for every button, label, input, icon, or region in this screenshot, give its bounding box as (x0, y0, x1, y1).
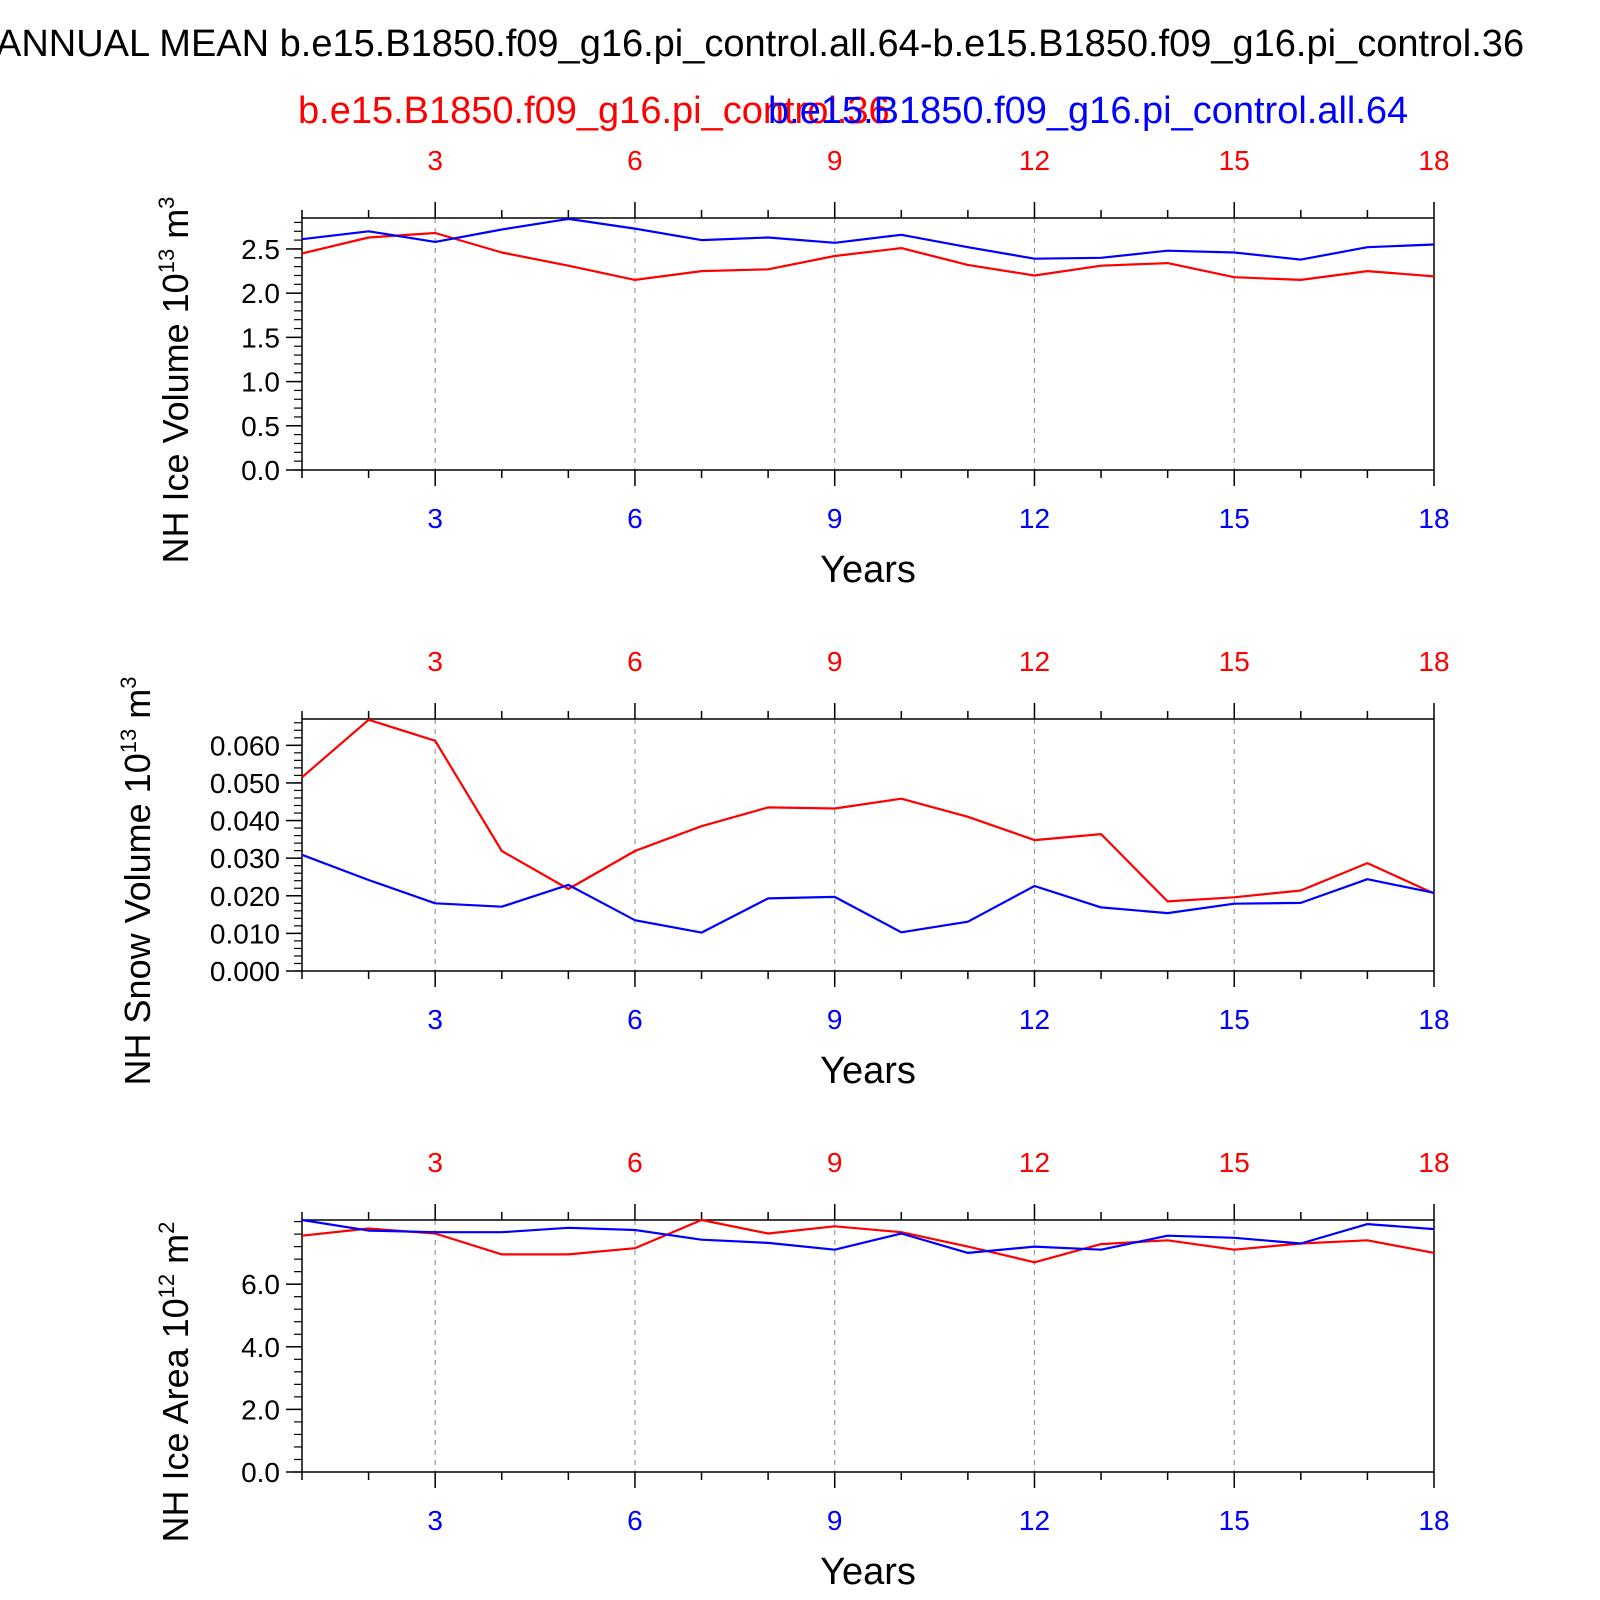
x-tick-label-bottom: 12 (1019, 503, 1050, 534)
x-tick-label-top: 15 (1219, 646, 1250, 677)
x-tick-label-bottom: 3 (427, 1505, 443, 1536)
plot-frame (301, 718, 1435, 972)
y-tick-label: 1.0 (241, 367, 280, 398)
x-tick-label-bottom: 15 (1219, 1505, 1250, 1536)
x-tick-label-top: 6 (627, 646, 643, 677)
series-line-red (301, 718, 1435, 903)
y-tick-label: 0.030 (210, 843, 280, 874)
y-tick-label: 0.040 (210, 806, 280, 837)
x-axis-label: Years (820, 549, 916, 591)
y-tick-label: 2.0 (241, 278, 280, 309)
x-tick-label-bottom: 6 (627, 1505, 643, 1536)
x-tick-label-top: 9 (827, 646, 843, 677)
x-axis-label: Years (820, 1050, 916, 1092)
plot-frame (301, 217, 1435, 471)
x-tick-label-top: 15 (1219, 145, 1250, 176)
x-tick-label-bottom: 6 (627, 503, 643, 534)
panel-3: 3 3 6 6 9 9 12 12 15 15 18 18 0.0 2.0 4.0 6.0 NH Ice Are… (154, 1147, 1450, 1593)
y-tick-label: 0.050 (210, 768, 280, 799)
y-axis-label-exponent: 13 (116, 729, 141, 753)
x-tick-label-bottom: 18 (1418, 1505, 1449, 1536)
x-tick-label-bottom: 9 (827, 503, 843, 534)
plot-frame (301, 1219, 1435, 1473)
x-tick-label-bottom: 6 (627, 1004, 643, 1035)
y-axis-label-unit: m (117, 689, 158, 729)
panel-1: 3 3 6 6 9 9 12 12 15 15 18 18 0.0 0.5 1.0 1.5 2.0 2.5 NH I… (154, 145, 1450, 591)
x-tick-label-top: 3 (427, 145, 443, 176)
x-tick-label-top: 6 (627, 145, 643, 176)
y-tick-label: 0.000 (210, 956, 280, 987)
y-axis-label-main: NH Ice Area 10 (155, 1298, 196, 1542)
series-line-blue (301, 1218, 1435, 1255)
x-tick-label-top: 12 (1019, 646, 1050, 677)
y-axis-label-main: NH Snow Volume 10 (117, 753, 158, 1085)
y-tick-label: 1.5 (241, 322, 280, 353)
y-axis-label-unit-exponent: 3 (116, 677, 141, 689)
x-tick-label-bottom: 15 (1219, 1004, 1250, 1035)
y-tick-label: 0.010 (210, 918, 280, 949)
y-tick-label: 0.060 (210, 730, 280, 761)
y-axis-label-unit-exponent: 3 (154, 197, 179, 209)
x-tick-label-top: 18 (1418, 1147, 1449, 1178)
y-tick-label: 4.0 (241, 1332, 280, 1363)
x-tick-label-top: 3 (427, 646, 443, 677)
y-axis-label: NH Ice Area 1012 m2 (154, 1222, 196, 1543)
x-tick-label-top: 9 (827, 145, 843, 176)
x-tick-label-top: 12 (1019, 145, 1050, 176)
x-tick-label-bottom: 12 (1019, 1004, 1050, 1035)
series-line-red (301, 1218, 1435, 1264)
panel-2: 3 3 6 6 9 9 12 12 15 15 18 18 0.000 0.010 0.020 0.030 0.… (116, 646, 1450, 1092)
x-tick-label-bottom: 3 (427, 503, 443, 534)
series-line-blue (301, 853, 1435, 934)
x-tick-label-top: 6 (627, 1147, 643, 1178)
y-axis-label-unit: m (155, 1234, 196, 1274)
series-line-red (301, 231, 1435, 281)
x-tick-label-bottom: 9 (827, 1505, 843, 1536)
y-axis-label: NH Snow Volume 1013 m3 (116, 677, 158, 1086)
x-tick-label-top: 18 (1418, 646, 1449, 677)
x-tick-label-top: 12 (1019, 1147, 1050, 1178)
x-tick-label-top: 3 (427, 1147, 443, 1178)
x-tick-label-top: 18 (1418, 145, 1449, 176)
y-axis-label-main: NH Ice Volume 10 (155, 273, 196, 563)
figure-title: ANNUAL MEAN b.e15.B1850.f09_g16.pi_contr… (0, 23, 1524, 65)
x-tick-label-bottom: 18 (1418, 503, 1449, 534)
y-tick-label: 2.5 (241, 234, 280, 265)
x-tick-label-bottom: 18 (1418, 1004, 1449, 1035)
x-tick-label-bottom: 3 (427, 1004, 443, 1035)
x-tick-label-bottom: 15 (1219, 503, 1250, 534)
y-axis-label-exponent: 12 (154, 1274, 179, 1298)
x-axis-label: Years (820, 1551, 916, 1593)
x-tick-label-top: 9 (827, 1147, 843, 1178)
y-axis-label-unit-exponent: 2 (154, 1222, 179, 1234)
panels-group: 3 3 6 6 9 9 12 12 15 15 18 18 0.0 0.5 1.0 1.5 2.0 2.5 NH I… (116, 145, 1450, 1593)
y-tick-label: 6.0 (241, 1269, 280, 1300)
legend-red-series-label: b.e15.B1850.f09_g16.pi_control.36 (298, 90, 890, 132)
y-tick-label: 0.5 (241, 411, 280, 442)
x-tick-label-bottom: 9 (827, 1004, 843, 1035)
y-tick-label: 0.0 (241, 1457, 280, 1488)
x-tick-label-top: 15 (1219, 1147, 1250, 1178)
y-axis-label: NH Ice Volume 1013 m3 (154, 197, 196, 564)
legend-blue-series-label: b.e15.B1850.f09_g16.pi_control.all.64 (768, 90, 1408, 132)
y-tick-label: 0.0 (241, 455, 280, 486)
series-line-blue (301, 217, 1435, 261)
y-axis-label-exponent: 13 (154, 249, 179, 273)
y-axis-label-unit: m (155, 209, 196, 249)
y-tick-label: 2.0 (241, 1394, 280, 1425)
y-tick-label: 0.020 (210, 881, 280, 912)
x-tick-label-bottom: 12 (1019, 1505, 1050, 1536)
